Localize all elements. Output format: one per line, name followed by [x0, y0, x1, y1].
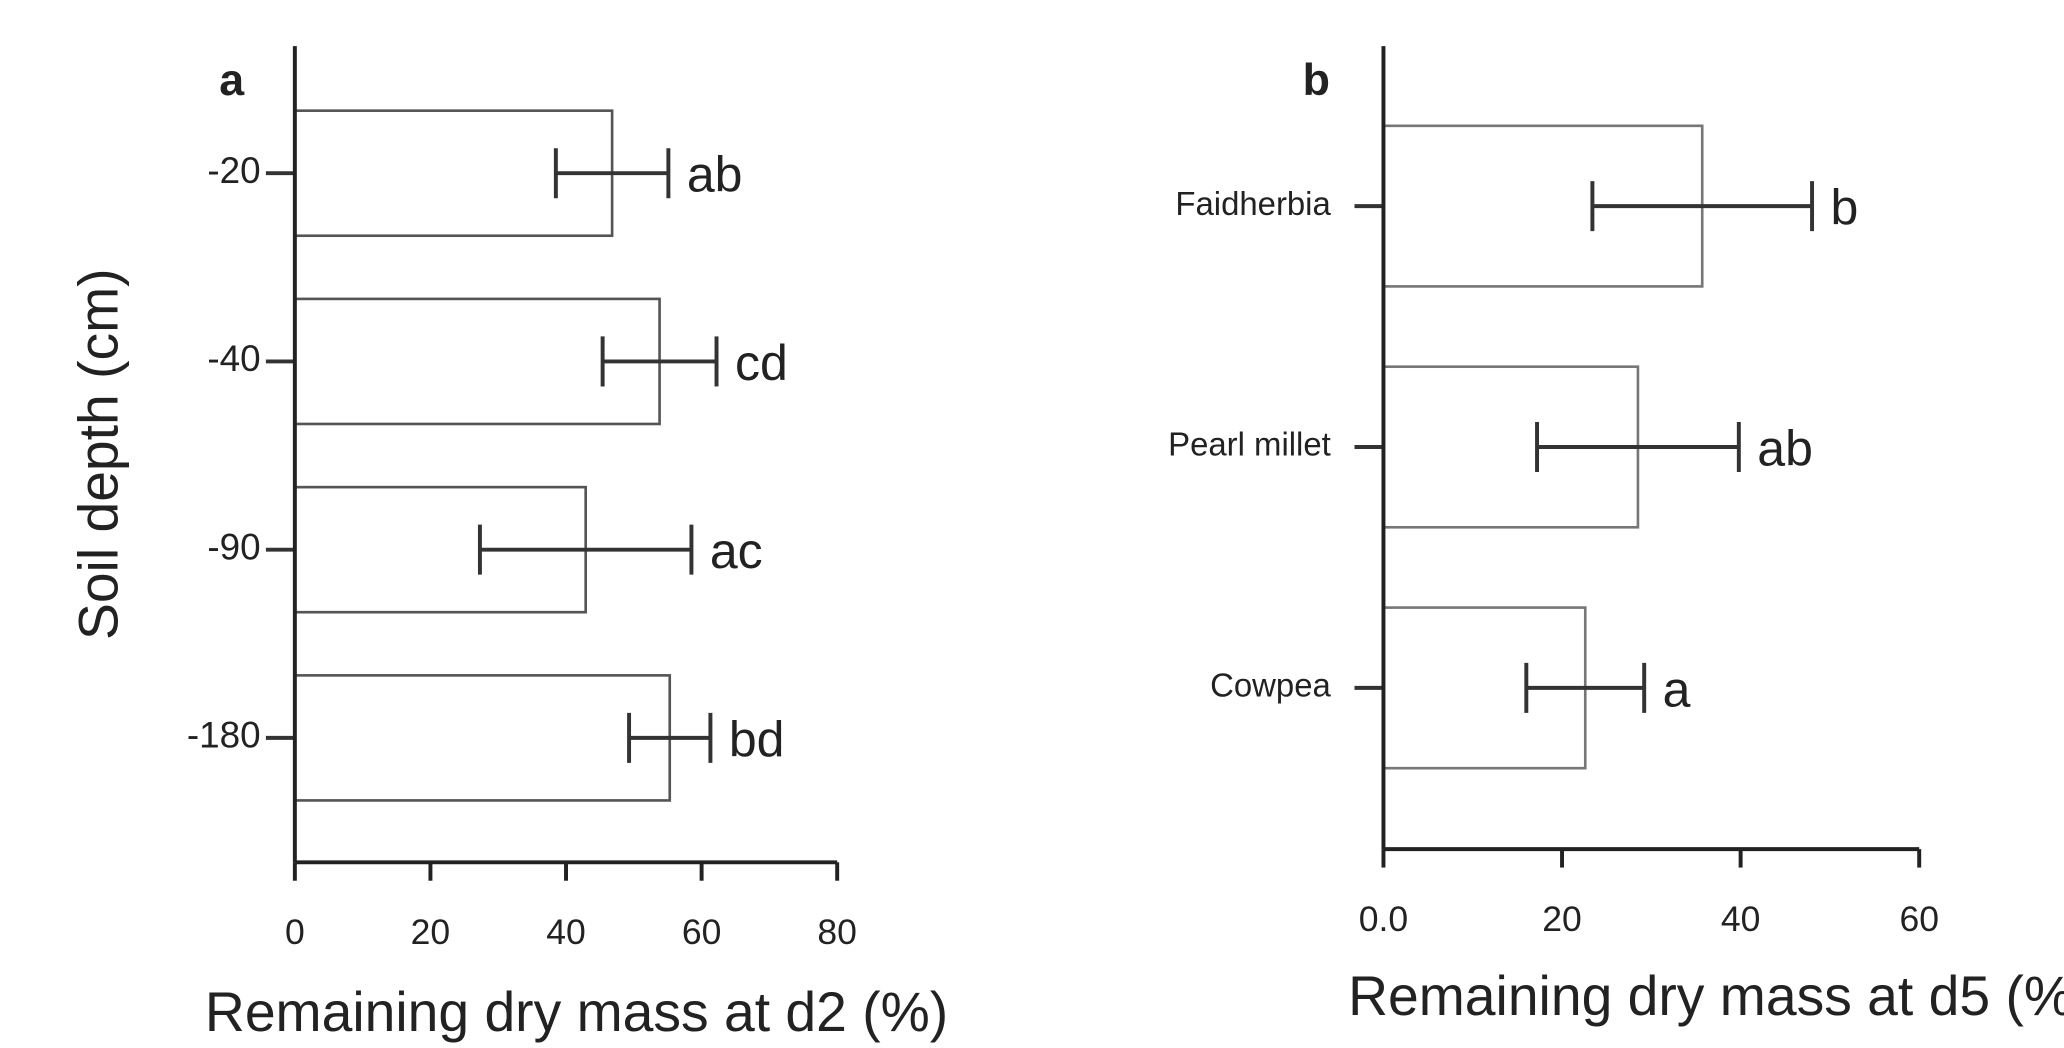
significance-letter: a: [1663, 661, 1691, 717]
significance-letter: ab: [687, 147, 743, 203]
y-tick-label: -20: [207, 150, 260, 191]
x-tick-label: 60: [682, 912, 722, 952]
y-tick-label: -40: [207, 338, 260, 379]
x-axis-title: Remaining dry mass at d2 (%): [205, 981, 948, 1043]
bar: [293, 674, 672, 802]
y-tick-label: -90: [207, 526, 260, 567]
x-tick-label: 40: [1721, 899, 1761, 939]
x-tick-label: 0: [285, 912, 305, 952]
y-tick-label: -180: [187, 715, 261, 756]
panel-label: a: [219, 55, 245, 105]
x-tick-label: 0.0: [1359, 899, 1408, 939]
x-tick-label: 20: [411, 912, 451, 952]
significance-letter: bd: [729, 711, 785, 767]
panel-label: b: [1303, 55, 1330, 105]
x-tick-label: 60: [1899, 899, 1939, 939]
significance-letter: cd: [735, 335, 788, 391]
x-tick-label: 20: [1542, 899, 1582, 939]
x-tick-label: 40: [546, 912, 586, 952]
significance-letter: ab: [1757, 420, 1813, 476]
x-tick-label: 80: [817, 912, 857, 952]
bar: [293, 297, 661, 426]
x-axis-title: Remaining dry mass at d5 (%): [1348, 965, 2064, 1027]
y-axis-title: Soil depth (cm): [67, 268, 129, 640]
significance-letter: ac: [710, 523, 763, 579]
y-tick-label: Cowpea: [1210, 667, 1331, 704]
y-tick-label: Pearl millet: [1168, 426, 1331, 463]
y-tick-label: Faidherbia: [1175, 185, 1331, 222]
significance-letter: b: [1830, 180, 1858, 236]
